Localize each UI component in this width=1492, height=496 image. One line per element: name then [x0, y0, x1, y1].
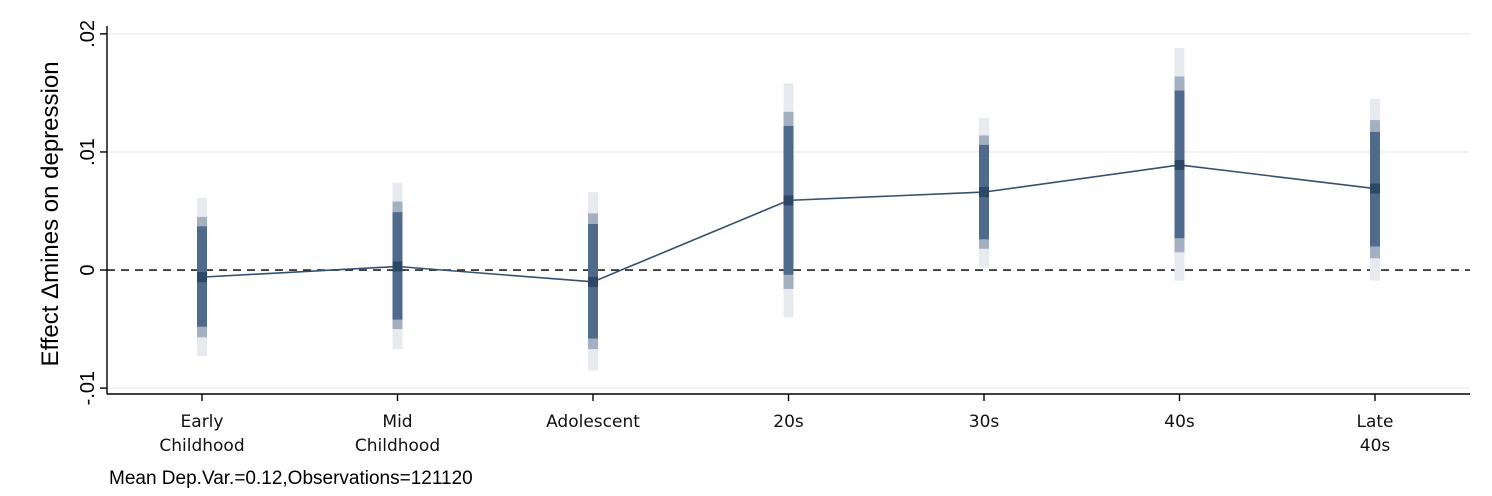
x-tick-label-line: Childhood [355, 436, 440, 456]
estimate-point [392, 261, 403, 272]
x-tick-label-line: Late [1356, 412, 1393, 432]
y-axis-label: Effect Δmines on depression [37, 61, 64, 366]
estimate-point [1174, 159, 1185, 170]
x-tick-label-line: 20s [773, 412, 804, 432]
x-tick-label: 20s [773, 412, 804, 432]
x-tick-label: Early Childhood [159, 412, 244, 456]
estimate-points [197, 159, 1380, 287]
x-tick-label: Late 40s [1356, 412, 1393, 456]
confidence-bands [197, 48, 1380, 371]
x-tick-label: Adolescent [546, 412, 640, 432]
footnote-text: Mean Dep.Var.=0.12,Observations=121120 [109, 468, 473, 489]
estimate-point [197, 272, 207, 283]
x-tick-label-line: 40s [1164, 412, 1195, 432]
estimate-point [588, 276, 598, 287]
x-tick-label-line: Adolescent [546, 412, 640, 432]
x-tick-label: 30s [969, 412, 1000, 432]
x-tick-label-line: Childhood [159, 436, 244, 456]
x-tick-label: 40s [1164, 412, 1195, 432]
x-tick-label-line: 40s [1360, 436, 1391, 456]
x-tick-label-line: Early [181, 412, 224, 432]
y-tick-label: 0 [77, 264, 99, 275]
x-tick-labels: Early Childhood Mid Childhood Adolescent 20s 3… [159, 412, 1393, 456]
estimate-point [783, 195, 794, 206]
y-tick-label: -.01 [77, 371, 99, 405]
estimate-point [979, 187, 989, 198]
y-tick-labels: -.01 0 .01 .02 [77, 20, 99, 405]
estimate-point [1370, 183, 1380, 194]
x-tick-label-line: 30s [969, 412, 1000, 432]
y-tick-label: .02 [77, 20, 99, 48]
axes [100, 26, 1470, 401]
x-tick-label: Mid Childhood [355, 412, 440, 456]
y-tick-label: .01 [77, 138, 99, 166]
x-tick-label-line: Mid [382, 412, 412, 432]
